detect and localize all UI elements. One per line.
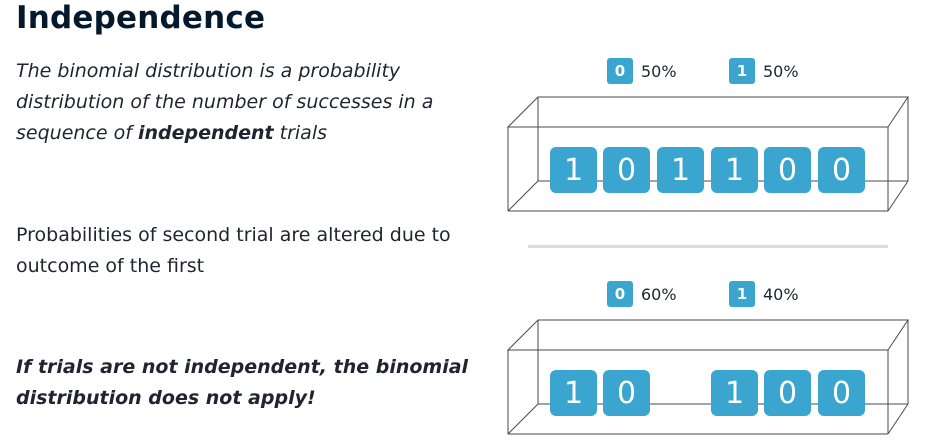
trial-tile: 0 xyxy=(603,370,650,416)
legend-probability: 50% xyxy=(763,61,799,81)
trial-tile: 1 xyxy=(550,370,597,416)
legend-item-bottom-1: 1 40% xyxy=(729,281,799,307)
trial-tile: 1 xyxy=(657,147,704,193)
legend-chip: 0 xyxy=(607,58,633,84)
legend-item-top-1: 1 50% xyxy=(729,58,799,84)
legend-chip: 0 xyxy=(607,281,633,307)
legend-chip: 1 xyxy=(729,281,755,307)
intro-text: The binomial distribution is a probabili… xyxy=(16,56,486,149)
trial-tile: 1 xyxy=(711,147,758,193)
page-title: Independence xyxy=(16,0,266,36)
legend-probability: 40% xyxy=(763,284,799,304)
trial-tile: 0 xyxy=(764,370,811,416)
dependence-note: Probabilities of second trial are altere… xyxy=(16,224,451,277)
intro-text-emphasis: independent xyxy=(137,122,274,144)
intro-text-before: The binomial distribution is a probabili… xyxy=(16,60,434,144)
legend-item-bottom-0: 0 60% xyxy=(607,281,677,307)
trial-tile: 0 xyxy=(818,147,865,193)
trial-tile: 0 xyxy=(603,147,650,193)
trial-tile: 1 xyxy=(550,147,597,193)
warning-text: If trials are not independent, the binom… xyxy=(16,356,469,409)
intro-text-after: trials xyxy=(273,122,327,144)
section-divider xyxy=(528,245,888,248)
trial-tile: 0 xyxy=(764,147,811,193)
legend-chip: 1 xyxy=(729,58,755,84)
trial-tile: 1 xyxy=(711,370,758,416)
trial-tile: 0 xyxy=(818,370,865,416)
legend-probability: 60% xyxy=(641,284,677,304)
legend-item-top-0: 0 50% xyxy=(607,58,677,84)
legend-probability: 50% xyxy=(641,61,677,81)
